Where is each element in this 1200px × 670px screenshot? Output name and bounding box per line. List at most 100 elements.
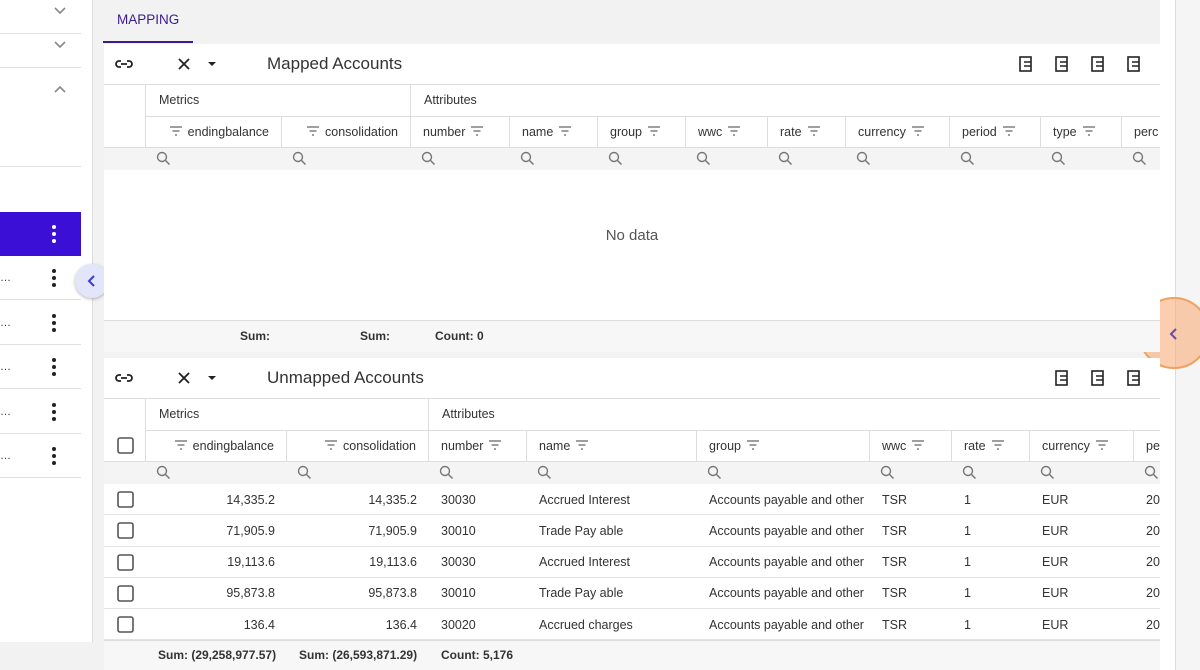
column-label: endingbalance — [192, 439, 274, 453]
column-header[interactable]: number — [411, 116, 510, 148]
column-header[interactable]: wwc — [870, 430, 952, 462]
menu-dots[interactable] — [50, 402, 58, 422]
column-header[interactable]: period — [950, 116, 1041, 148]
divider — [0, 33, 81, 34]
column-label: name — [539, 439, 571, 453]
table-cell: 1 — [964, 492, 971, 507]
table-cell: TSR — [882, 586, 907, 601]
sidebar-item[interactable] — [0, 345, 81, 389]
menu-dots[interactable] — [50, 268, 58, 288]
filter-search[interactable] — [1040, 465, 1056, 481]
column-header[interactable]: number — [429, 430, 527, 462]
link-button[interactable] — [114, 54, 134, 74]
column-header[interactable]: group — [598, 116, 686, 148]
filter-search[interactable] — [156, 151, 172, 167]
column-header[interactable]: name — [510, 116, 598, 148]
filter-search[interactable] — [292, 151, 308, 167]
filter-search[interactable] — [1132, 151, 1148, 167]
filter-search[interactable] — [696, 151, 712, 167]
tab[interactable]: MAPPING — [117, 12, 180, 27]
filter-search[interactable] — [960, 151, 976, 167]
toolbar-button[interactable] — [1124, 368, 1144, 388]
chevron[interactable] — [52, 38, 68, 52]
dropdown-button[interactable] — [202, 54, 222, 74]
column-header[interactable]: consolidation — [282, 116, 411, 148]
column-header[interactable]: group — [697, 430, 870, 462]
table-cell: TSR — [882, 555, 907, 570]
toolbar-button[interactable] — [1124, 54, 1144, 74]
filter-search[interactable] — [439, 465, 455, 481]
sidebar-item[interactable] — [0, 301, 81, 345]
menu-dots[interactable] — [50, 446, 58, 466]
table-cell: 1 — [964, 523, 971, 538]
filter-search[interactable] — [297, 465, 313, 481]
filter-search[interactable] — [520, 151, 536, 167]
divider — [146, 116, 1160, 117]
table-cell: 30020 — [441, 617, 476, 632]
chevron[interactable] — [52, 82, 68, 96]
filter-search[interactable] — [156, 465, 172, 481]
filter-search[interactable] — [608, 151, 624, 167]
column-header[interactable]: wwc — [686, 116, 768, 148]
divider — [145, 84, 146, 148]
filter-search[interactable] — [707, 465, 723, 481]
sidebar-item[interactable] — [0, 256, 81, 300]
column-header[interactable]: rate — [952, 430, 1030, 462]
select-all-checkbox[interactable] — [117, 437, 135, 455]
column-header[interactable]: rate — [768, 116, 846, 148]
link-button[interactable] — [114, 368, 134, 388]
selected-item[interactable] — [0, 212, 81, 256]
table-row — [104, 515, 1160, 547]
column-header[interactable]: consolidation — [287, 430, 429, 462]
column-header[interactable]: pe — [1134, 430, 1160, 462]
clear-button[interactable] — [174, 368, 194, 388]
table-cell: EUR — [1042, 523, 1069, 538]
table-cell: 30030 — [441, 492, 476, 507]
row-checkbox[interactable] — [117, 553, 135, 572]
filter-search[interactable] — [421, 151, 437, 167]
column-header[interactable]: currency — [1030, 430, 1134, 462]
footer — [104, 320, 1160, 352]
filter-search[interactable] — [880, 465, 896, 481]
filter-search[interactable] — [962, 465, 978, 481]
column-header[interactable]: name — [527, 430, 697, 462]
menu-dots[interactable] — [50, 313, 58, 333]
toolbar-button[interactable] — [1088, 368, 1108, 388]
row-checkbox[interactable] — [117, 491, 135, 509]
table-cell: 20 — [1146, 523, 1160, 538]
column-header[interactable]: endingbalance — [146, 430, 287, 462]
toolbar-button[interactable] — [1052, 54, 1072, 74]
item-label: … — [0, 406, 11, 418]
toolbar-button[interactable] — [1016, 54, 1036, 74]
sidebar-item[interactable] — [0, 390, 81, 434]
filter-search[interactable] — [856, 151, 872, 167]
clear-button[interactable] — [174, 54, 194, 74]
menu-dots[interactable] — [50, 357, 58, 377]
table-cell: 20 — [1146, 617, 1160, 632]
filter-search[interactable] — [537, 465, 553, 481]
table-cell: 1 — [964, 586, 971, 601]
column-label: number — [423, 125, 466, 139]
toolbar-button[interactable] — [1052, 368, 1072, 388]
menu-dots[interactable] — [50, 224, 58, 244]
column-header[interactable]: perc — [1122, 116, 1160, 148]
column-label: wwc — [698, 125, 723, 139]
row-checkbox[interactable] — [117, 522, 135, 540]
chevron[interactable] — [52, 4, 68, 18]
column-header[interactable]: currency — [846, 116, 950, 148]
filter-search[interactable] — [778, 151, 794, 167]
row-checkbox[interactable] — [117, 585, 135, 603]
sidebar-item[interactable] — [0, 434, 81, 478]
column-header[interactable]: endingbalance — [146, 116, 282, 148]
grid-panel: Unmapped Accounts Metrics Attributes ending… — [104, 358, 1160, 670]
table-row — [104, 578, 1160, 610]
column-header[interactable]: type — [1041, 116, 1122, 148]
table-cell: Accrued Interest — [539, 555, 631, 570]
row-checkbox[interactable] — [117, 616, 135, 634]
grid-panel: Mapped Accounts Metrics Attributes endingba… — [104, 44, 1160, 352]
toolbar-button[interactable] — [1088, 54, 1108, 74]
filter-search[interactable] — [1051, 151, 1067, 167]
dropdown-button[interactable] — [202, 368, 222, 388]
filter-search[interactable] — [1144, 465, 1160, 481]
collapse-button[interactable] — [75, 264, 109, 298]
